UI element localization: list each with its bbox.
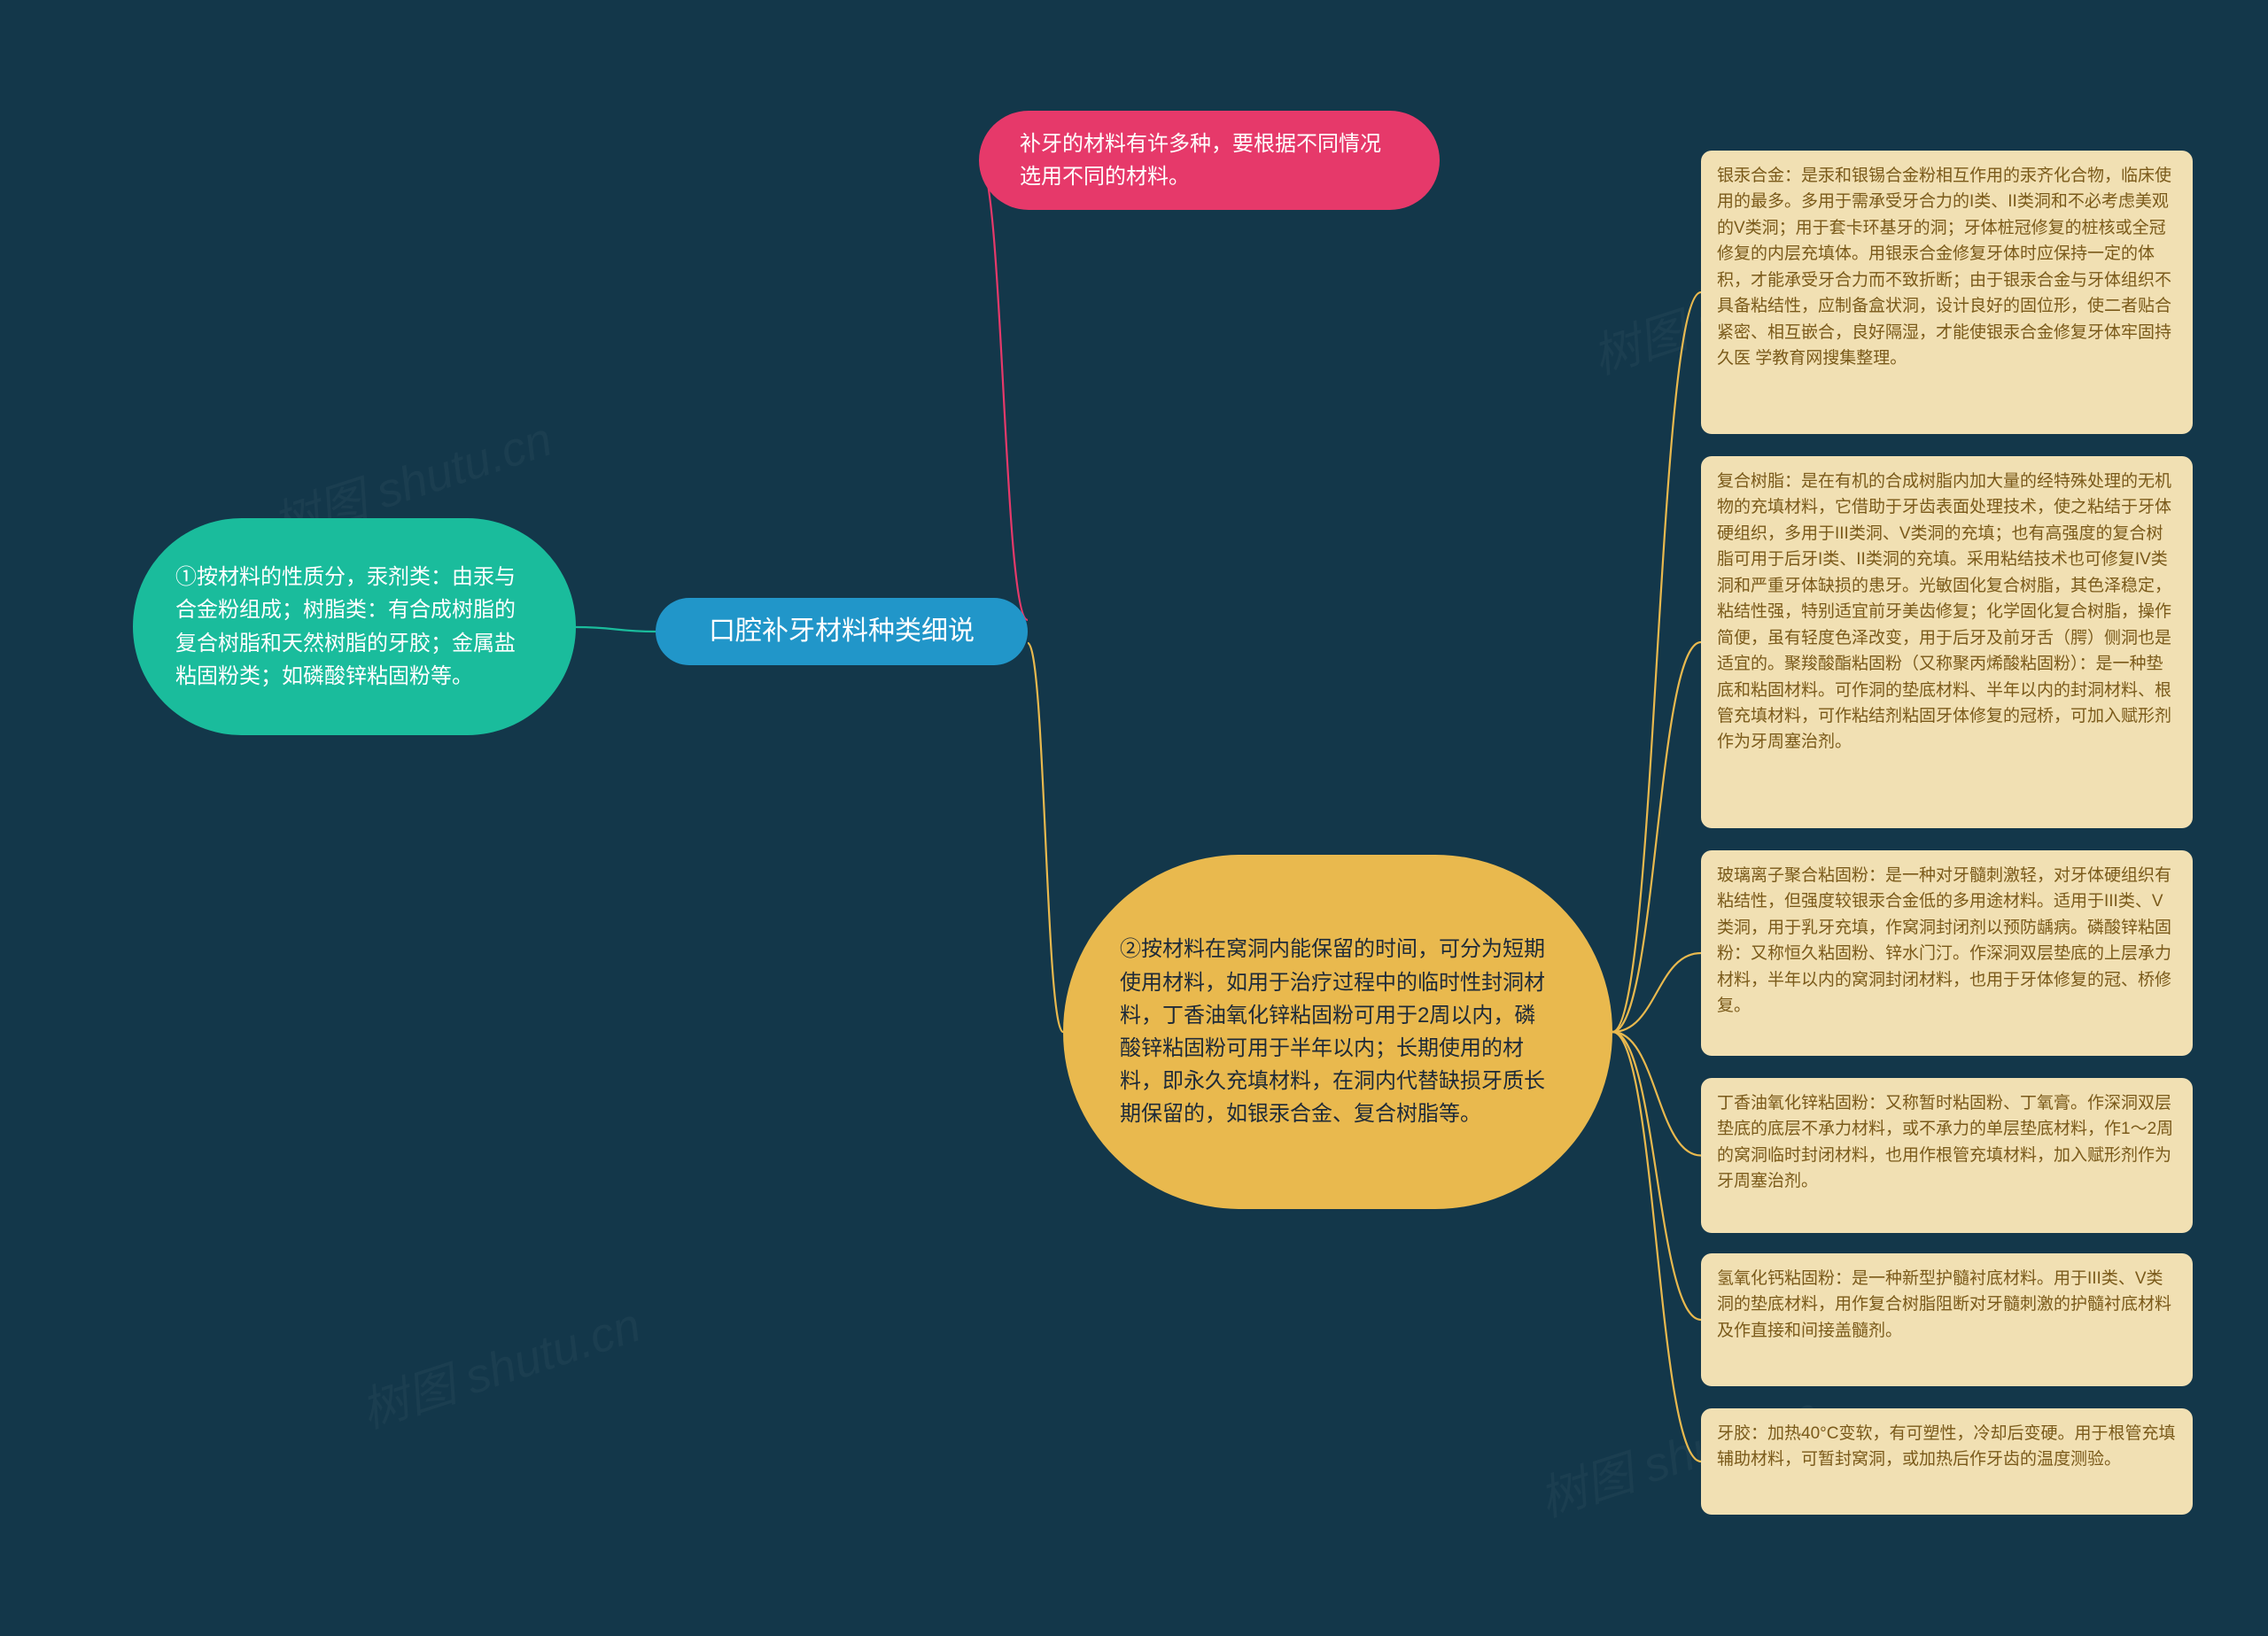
branch-material-property[interactable]: ①按材料的性质分，汞剂类：由汞与合金粉组成；树脂类：有合成树脂的复合树脂和天然树… bbox=[133, 518, 576, 735]
branch-retention-time[interactable]: ②按材料在窝洞内能保留的时间，可分为短期使用材料，如用于治疗过程中的临时性封洞材… bbox=[1063, 855, 1612, 1209]
leaf-label: 玻璃离子聚合粘固粉：是一种对牙髓刺激轻，对牙体硬组织有粘结性，但强度较银汞合金低… bbox=[1717, 866, 2171, 1015]
leaf-detail[interactable]: 氢氧化钙粘固粉：是一种新型护髓衬底材料。用于III类、V类洞的垫底材料，用作复合… bbox=[1701, 1253, 2193, 1386]
leaf-label: 丁香油氧化锌粘固粉：又称暂时粘固粉、丁氧膏。作深洞双层垫底的底层不承力材料，或不… bbox=[1717, 1094, 2173, 1190]
branch-label: 补牙的材料有许多种，要根据不同情况选用不同的材料。 bbox=[1020, 128, 1399, 193]
watermark: 树图 shutu.cn bbox=[351, 1285, 649, 1441]
branch-label: ①按材料的性质分，汞剂类：由汞与合金粉组成；树脂类：有合成树脂的复合树脂和天然树… bbox=[175, 561, 533, 693]
leaf-label: 银汞合金：是汞和银锡合金粉相互作用的汞齐化合物，临床使用的最多。多用于需承受牙合… bbox=[1717, 167, 2171, 368]
leaf-detail[interactable]: 牙胶：加热40°C变软，有可塑性，冷却后变硬。用于根管充填辅助材料，可暂封窝洞，… bbox=[1701, 1408, 2193, 1515]
leaf-detail[interactable]: 玻璃离子聚合粘固粉：是一种对牙髓刺激轻，对牙体硬组织有粘结性，但强度较银汞合金低… bbox=[1701, 850, 2193, 1056]
leaf-detail[interactable]: 丁香油氧化锌粘固粉：又称暂时粘固粉、丁氧膏。作深洞双层垫底的底层不承力材料，或不… bbox=[1701, 1078, 2193, 1233]
leaf-detail[interactable]: 银汞合金：是汞和银锡合金粉相互作用的汞齐化合物，临床使用的最多。多用于需承受牙合… bbox=[1701, 151, 2193, 434]
leaf-label: 牙胶：加热40°C变软，有可塑性，冷却后变硬。用于根管充填辅助材料，可暂封窝洞，… bbox=[1717, 1424, 2175, 1469]
branch-label: ②按材料在窝洞内能保留的时间，可分为短期使用材料，如用于治疗过程中的临时性封洞材… bbox=[1120, 933, 1556, 1130]
leaf-label: 复合树脂：是在有机的合成树脂内加大量的经特殊处理的无机物的充填材料，它借助于牙齿… bbox=[1717, 472, 2171, 751]
branch-intro[interactable]: 补牙的材料有许多种，要根据不同情况选用不同的材料。 bbox=[979, 111, 1440, 210]
leaf-label: 氢氧化钙粘固粉：是一种新型护髓衬底材料。用于III类、V类洞的垫底材料，用作复合… bbox=[1717, 1269, 2171, 1340]
mindmap-root-label: 口腔补牙材料种类细说 bbox=[709, 611, 975, 653]
leaf-detail[interactable]: 复合树脂：是在有机的合成树脂内加大量的经特殊处理的无机物的充填材料，它借助于牙齿… bbox=[1701, 456, 2193, 828]
mindmap-root[interactable]: 口腔补牙材料种类细说 bbox=[656, 598, 1028, 665]
